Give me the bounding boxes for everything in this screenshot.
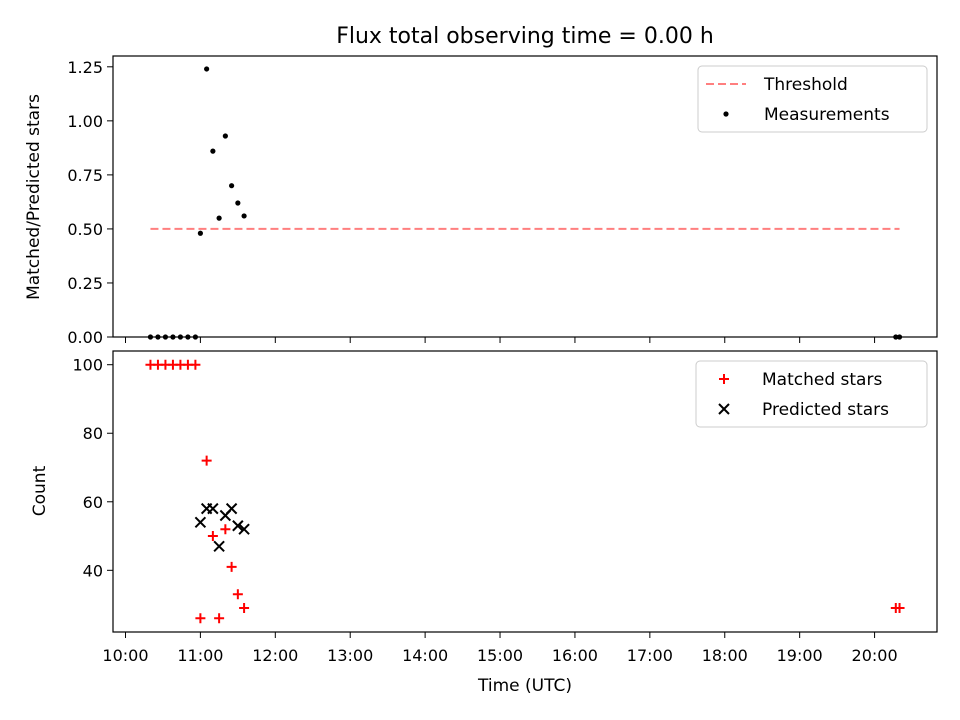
top-plot-frame <box>112 55 938 338</box>
x-tick-label: 12:00 <box>252 646 298 665</box>
legend-label: Measurements <box>764 105 890 125</box>
legend-predicted-swatch <box>718 403 730 415</box>
top-y-tick-label: 0.25 <box>67 274 103 293</box>
matched-star-point <box>201 455 212 466</box>
legend-label: Matched stars <box>762 370 882 390</box>
top-y-tick-label: 0.75 <box>67 166 103 185</box>
matched-star-point <box>190 359 201 370</box>
x-axis-label: Time (UTC) <box>477 676 572 696</box>
top-y-tick-label: 0.50 <box>67 220 103 239</box>
measurement-point <box>216 215 222 221</box>
x-tick-label: 18:00 <box>702 646 748 665</box>
x-tick-label: 20:00 <box>852 646 898 665</box>
x-tick-label: 11:00 <box>177 646 223 665</box>
measurement-point <box>204 66 210 72</box>
bottom-y-tick-label: 80 <box>83 424 103 443</box>
matched-star-point <box>894 603 905 614</box>
measurement-point <box>241 213 247 219</box>
bottom-y-tick-label: 40 <box>83 561 103 580</box>
x-tick-label: 17:00 <box>627 646 673 665</box>
legend-box <box>695 360 928 428</box>
matched-star-point <box>195 613 206 624</box>
matched-star-point <box>207 531 218 542</box>
x-tick-label: 16:00 <box>552 646 598 665</box>
matched-star-point <box>239 603 250 614</box>
legend-label: Predicted stars <box>762 400 889 420</box>
top-panel: Flux total observing time = 0.00 h 0.00 0… <box>24 24 938 347</box>
measurement-point <box>210 148 216 154</box>
x-tick-label: 15:00 <box>477 646 523 665</box>
legend-label: Threshold <box>763 75 848 95</box>
top-y-tick-label: 0.00 <box>67 328 103 347</box>
legend-box <box>697 65 928 133</box>
legend-measurement-swatch <box>723 111 729 117</box>
x-tick-label: 10:00 <box>102 646 148 665</box>
matched-star-point <box>226 561 237 572</box>
matched-star-point <box>214 613 225 624</box>
top-y-tick-label: 1.25 <box>67 58 103 77</box>
measurement-point <box>197 230 203 236</box>
chart-title: Flux total observing time = 0.00 h <box>336 24 714 49</box>
predicted-star-point <box>194 516 207 529</box>
measurement-point <box>229 183 235 189</box>
x-tick-label: 13:00 <box>327 646 373 665</box>
top-y-axis-label: Matched/Predicted stars <box>24 94 44 300</box>
predicted-star-point <box>238 523 250 535</box>
matched-star-point <box>232 589 243 600</box>
bottom-y-tick-label: 60 <box>83 493 103 512</box>
bottom-panel: 40 60 80 100 10:00 11:00 12:00 13:00 14:00 15:00… <box>30 350 938 696</box>
x-tick-label: 14:00 <box>402 646 448 665</box>
predicted-star-point <box>207 502 219 515</box>
bottom-legend: Matched stars Predicted stars <box>695 360 928 428</box>
bottom-y-tick-label: 100 <box>72 356 103 375</box>
predicted-star-point <box>232 520 244 532</box>
predicted-star-point <box>213 540 225 553</box>
x-tick-label: 19:00 <box>777 646 823 665</box>
bottom-y-axis-label: Count <box>30 465 50 516</box>
measurement-point <box>222 133 228 139</box>
top-y-tick-label: 1.00 <box>67 112 103 131</box>
measurement-point <box>235 200 241 206</box>
predicted-star-point <box>225 502 238 515</box>
matched-star-point <box>220 524 231 535</box>
top-legend: Threshold Measurements <box>697 65 928 133</box>
legend-matched-swatch <box>719 374 729 384</box>
bottom-plot-frame <box>112 350 938 633</box>
